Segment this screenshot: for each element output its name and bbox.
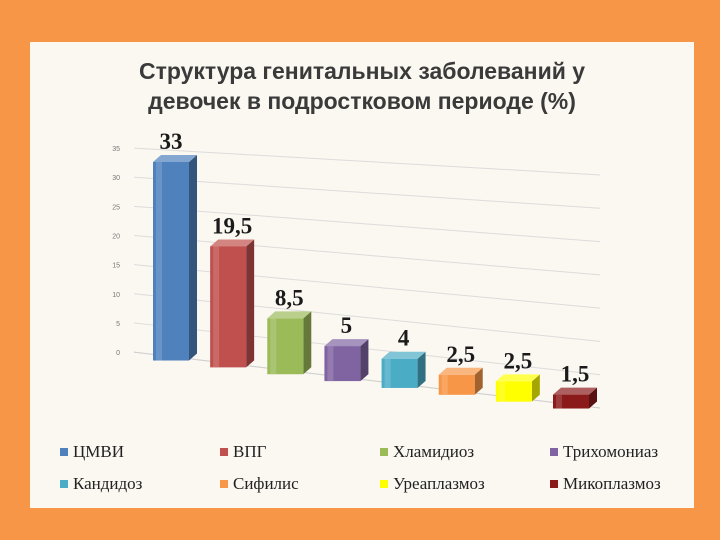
grid-line <box>133 147 601 176</box>
bar-top <box>324 339 369 347</box>
data-label: 2,5 <box>503 348 532 373</box>
bar-side <box>589 387 597 409</box>
y-axis-ticks: 0 5 10 15 20 25 30 35 <box>112 146 120 357</box>
legend-item: Микоплазмоз <box>550 474 690 494</box>
bar-top <box>210 239 255 247</box>
slide-card: Структура генитальных заболеваний у дево… <box>30 42 694 508</box>
data-label: 5 <box>341 313 353 338</box>
bar-top <box>495 374 540 382</box>
grid-line <box>133 176 601 209</box>
bar-highlight <box>327 346 334 382</box>
y-tick-label: 25 <box>112 204 120 211</box>
grid-line <box>133 264 601 309</box>
legend-swatch <box>380 448 388 456</box>
grid-line <box>133 235 601 276</box>
legend-item: Трихомониаз <box>550 442 690 462</box>
legend-label: Трихомониаз <box>563 442 659 461</box>
data-label: 8,5 <box>275 285 304 310</box>
legend: ЦМВИ ВПГ Хламидиоз Трихомониаз Кандидоз Сифил… <box>60 442 690 494</box>
legend-swatch <box>220 448 228 456</box>
bar-side <box>189 155 197 361</box>
chart-title: Структура генитальных заболеваний у дево… <box>138 58 586 114</box>
legend-item: Сифилис <box>220 474 380 494</box>
data-label: 33 <box>160 129 183 154</box>
y-tick-label: 35 <box>112 146 120 153</box>
bar-top <box>438 367 483 375</box>
bar-top <box>381 351 426 359</box>
legend-swatch <box>550 480 558 488</box>
data-labels: 33 19,5 8,5 5 4 2,5 2,5 1,5 <box>160 129 590 387</box>
legend-item: ВПГ <box>220 442 380 462</box>
data-label: 19,5 <box>212 213 252 238</box>
legend-swatch <box>380 480 388 488</box>
legend-swatch <box>60 480 68 488</box>
legend-label: Сифилис <box>233 474 299 493</box>
bar-side <box>417 351 426 388</box>
legend-label: Кандидоз <box>73 474 143 493</box>
bar-highlight <box>213 246 220 368</box>
y-tick-label: 15 <box>112 263 120 270</box>
bar-side <box>360 339 369 382</box>
grid-line <box>133 293 601 342</box>
legend-label: Микоплазмоз <box>563 474 661 493</box>
data-label: 1,5 <box>561 362 590 387</box>
bars <box>153 155 597 409</box>
y-tick-label: 10 <box>112 292 120 299</box>
bar-side <box>474 367 483 395</box>
bar-side <box>531 374 540 402</box>
bar-side <box>303 311 312 375</box>
y-tick-label: 0 <box>116 350 120 357</box>
data-label: 4 <box>398 326 410 351</box>
bar-top <box>553 387 597 395</box>
bar-highlight <box>441 374 448 395</box>
legend-item: Кандидоз <box>60 474 220 494</box>
legend-item: ЦМВИ <box>60 442 220 462</box>
legend-label: ЦМВИ <box>73 442 125 461</box>
bar-top <box>153 155 197 163</box>
legend-swatch <box>550 448 558 456</box>
bar-highlight <box>556 394 562 409</box>
data-label: 2,5 <box>446 342 475 367</box>
legend-label: Хламидиоз <box>393 442 475 461</box>
bar-highlight <box>156 162 162 361</box>
bar-highlight <box>384 358 391 388</box>
bar-top <box>267 311 312 319</box>
legend-swatch <box>220 480 228 488</box>
y-tick-label: 30 <box>112 175 120 182</box>
legend-item: Уреаплазмоз <box>380 474 550 494</box>
bar-side <box>246 239 255 368</box>
y-tick-label: 20 <box>112 234 120 241</box>
legend-swatch <box>60 448 68 456</box>
grid-line <box>133 205 601 243</box>
bar-highlight <box>270 318 277 375</box>
bar-highlight <box>498 381 505 402</box>
y-tick-label: 5 <box>116 321 120 328</box>
legend-label: Уреаплазмоз <box>393 474 485 493</box>
legend-item: Хламидиоз <box>380 442 550 462</box>
legend-label: ВПГ <box>233 442 267 461</box>
bar-chart: 0 5 10 15 20 25 30 35 33 19,5 8,5 5 4 2,5 2,5 1,5 <box>112 129 601 409</box>
